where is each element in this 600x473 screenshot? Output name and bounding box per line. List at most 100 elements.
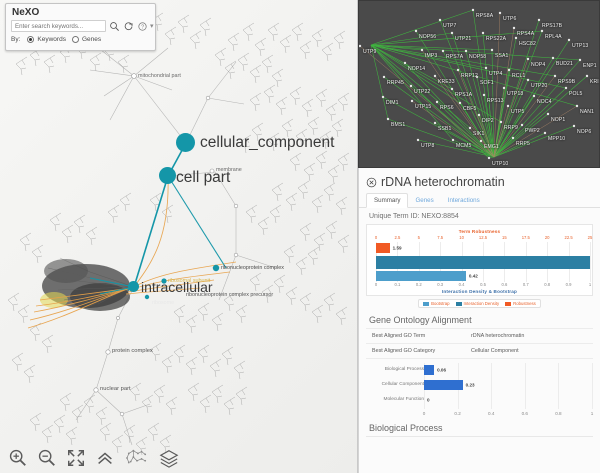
gene-label[interactable]: MCM5 — [456, 143, 472, 149]
table-row: Best Aligned GO Category Cellular Compon… — [366, 344, 593, 359]
gene-label[interactable]: UTP18 — [507, 91, 524, 97]
gene-label[interactable]: IMP3 — [425, 53, 438, 59]
gene-label[interactable]: RCL1 — [512, 73, 526, 79]
axis-tick: 0.4 — [487, 411, 495, 416]
gene-label[interactable]: RPL4A — [545, 34, 562, 40]
tab-interactions[interactable]: Interactions — [447, 197, 480, 204]
network-icon[interactable] — [124, 448, 150, 468]
go-alignment-chart: 0 0.2 0.4 0.6 0.8 1 Biological Process 0.06 Cell… — [366, 363, 593, 421]
node-cellular-component[interactable] — [176, 133, 195, 152]
gene-label[interactable]: RPS7A — [446, 54, 464, 60]
gene-label[interactable]: UTP9 — [363, 49, 377, 55]
search-icon[interactable] — [109, 21, 120, 32]
robustness-legend: Bootstrap Interaction Density Robustness — [418, 299, 541, 308]
zoom-out-icon[interactable] — [37, 448, 57, 468]
gene-label[interactable]: NOP6 — [577, 129, 592, 135]
node-label-ribonucleoprotein-complex: ribonucleoprotein complex — [221, 265, 284, 271]
go-category-label: Molecular Function — [383, 397, 424, 402]
legend-interaction-density[interactable]: Interaction Density — [455, 301, 499, 306]
radio-keywords[interactable] — [27, 36, 35, 43]
chevron-down-icon[interactable]: ▾ — [150, 23, 154, 30]
gene-label[interactable]: RPS22A — [486, 36, 507, 42]
gene-label[interactable]: NOP58 — [469, 54, 487, 60]
go-bar-biological-process — [424, 365, 435, 375]
fit-screen-icon[interactable] — [66, 448, 86, 468]
gene-label[interactable]: BUD21 — [556, 61, 573, 67]
gene-label[interactable]: NAN1 — [580, 109, 594, 115]
gene-label[interactable]: RPS17B — [542, 23, 563, 29]
gene-label[interactable]: UTP15 — [415, 104, 432, 110]
gene-label[interactable]: CBF5 — [463, 106, 477, 112]
gene-label[interactable]: KRI1 — [590, 79, 599, 85]
gene-label[interactable]: NOP56 — [419, 34, 437, 40]
gene-label[interactable]: UTP22 — [414, 89, 431, 95]
zoom-in-icon[interactable] — [8, 448, 28, 468]
gene-label[interactable]: RRP45 — [387, 80, 404, 86]
gene-label[interactable]: BMS1 — [391, 122, 406, 128]
gene-label[interactable]: POL5 — [569, 91, 583, 97]
gene-label[interactable]: NOP4 — [531, 62, 546, 68]
reset-icon[interactable] — [123, 21, 134, 32]
gene-label[interactable]: RPS9B — [558, 79, 576, 85]
axis-tick-top: 7.5 — [437, 235, 444, 240]
gene-label[interactable]: EMG1 — [484, 144, 499, 150]
tab-genes[interactable]: Genes — [415, 197, 434, 204]
gene-label[interactable]: RPS8A — [476, 13, 494, 19]
search-panel[interactable]: NeXO ? ▾ By: Keywo — [5, 3, 156, 51]
gene-label[interactable]: NOC4 — [537, 99, 552, 105]
hierarchy-network-view[interactable]: cellular_component cell part intracellul… — [0, 0, 358, 473]
gene-label[interactable]: ENP1 — [583, 63, 597, 69]
best-aligned-go-category-value: Cellular Component — [471, 348, 519, 354]
gene-label[interactable]: SOF1 — [480, 80, 494, 86]
axis-tick-bottom: 0.3 — [437, 282, 444, 287]
close-circle-icon[interactable] — [366, 177, 377, 188]
robustness-plot-area: 1.59 0.42 — [372, 242, 591, 282]
gene-label[interactable]: KRE33 — [438, 79, 455, 85]
gene-label[interactable]: UTP10 — [492, 161, 509, 167]
axis-tick-bottom: 0.1 — [394, 282, 401, 287]
gene-label[interactable]: RRP5 — [516, 141, 530, 147]
robustness-chart: Term Robustness 0 2.5 5 7.5 10 12.5 15 17.5 20 22… — [366, 224, 593, 296]
gene-label[interactable]: RRP12 — [461, 73, 478, 79]
search-input[interactable] — [11, 20, 106, 32]
node-label-membrane: membrane — [216, 167, 242, 173]
gene-interaction-network[interactable]: UTP9 NOP56 UTP7 RPS8A UTP6 RPS17B UTP21 RPS22A R… — [358, 0, 600, 168]
search-row: ? ▾ — [11, 20, 154, 32]
gene-label[interactable]: NOP1 — [551, 117, 566, 123]
chevron-up-icon[interactable] — [95, 448, 115, 468]
gene-label[interactable]: HSC82 — [519, 41, 536, 47]
gene-label[interactable]: RPS1A — [455, 92, 473, 98]
gene-label[interactable]: SIK1 — [473, 131, 485, 137]
gene-label[interactable]: RRP9 — [504, 125, 518, 131]
help-icon[interactable]: ? — [137, 21, 148, 32]
gene-label[interactable]: UTP13 — [572, 43, 589, 49]
node-intracellular[interactable] — [128, 281, 139, 292]
gene-label[interactable]: NOP14 — [408, 66, 426, 72]
node-cell-part[interactable] — [159, 167, 176, 184]
gene-label[interactable]: UTP8 — [421, 143, 435, 149]
gene-label[interactable]: SSA1 — [495, 53, 509, 59]
gene-label[interactable]: SSB1 — [438, 126, 452, 132]
gene-label[interactable]: PWP2 — [525, 128, 540, 134]
radio-genes-label: Genes — [81, 36, 102, 43]
gene-label[interactable]: UTP4 — [489, 71, 503, 77]
radio-genes[interactable] — [71, 36, 79, 43]
gene-label[interactable]: DIP2 — [482, 118, 494, 124]
legend-bootstrap[interactable]: Bootstrap — [423, 301, 450, 306]
gene-label[interactable]: RPS13 — [487, 98, 504, 104]
gene-label[interactable]: UTP21 — [455, 36, 472, 42]
gene-label[interactable]: UTP7 — [443, 23, 457, 29]
go-category-row: Biological Process 0.06 — [366, 364, 593, 377]
layers-icon[interactable] — [159, 448, 179, 468]
gridline — [592, 363, 593, 409]
tab-summary[interactable]: Summary — [366, 193, 409, 208]
robustness-top-axis: 0 2.5 5 7.5 10 12.5 15 17.5 20 22.5 25 — [372, 235, 593, 241]
gene-label[interactable]: RPS6 — [440, 105, 454, 111]
gene-label[interactable]: UTP20 — [531, 83, 548, 89]
gene-label[interactable]: DIM1 — [386, 100, 399, 106]
legend-robustness[interactable]: Robustness — [505, 301, 536, 306]
gene-label[interactable]: UTP5 — [511, 109, 525, 115]
gene-label[interactable]: UTP6 — [503, 16, 517, 22]
gene-label[interactable]: MPP10 — [548, 136, 566, 142]
gene-label[interactable]: RPS4A — [517, 31, 535, 37]
